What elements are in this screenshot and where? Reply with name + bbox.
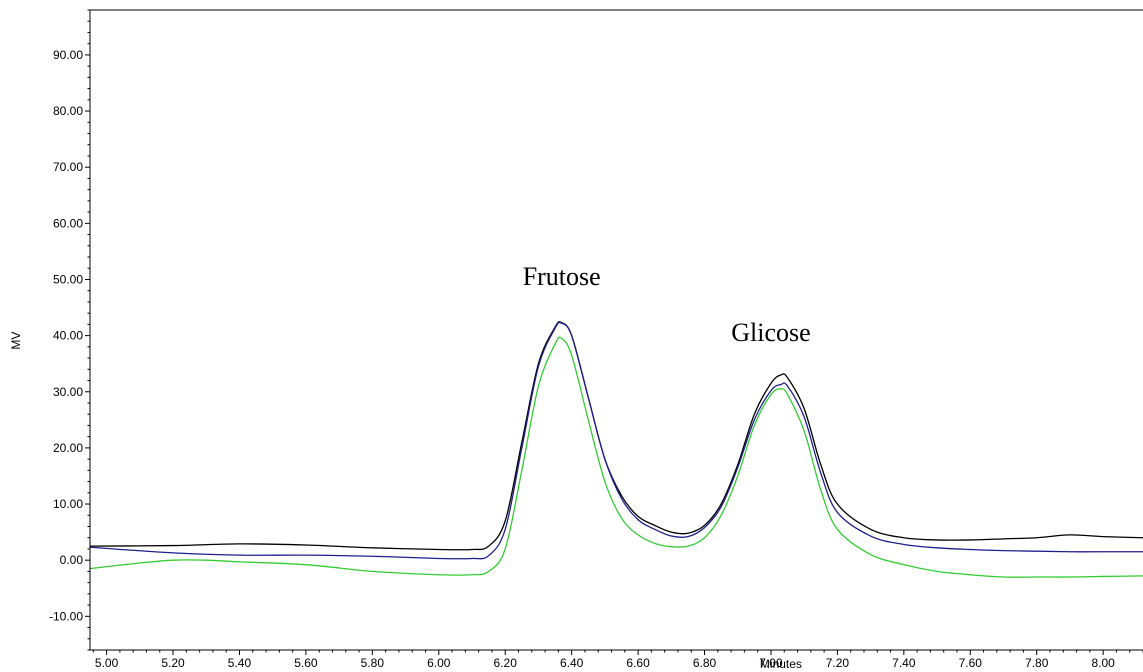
x-tick-label: 7.20 [826,656,850,670]
y-axis-title: MV [9,332,23,350]
peak-annotation: Glicose [731,318,810,347]
axes-layer [89,9,1143,651]
x-tick-label: 7.40 [892,656,916,670]
x-tick-label: 5.20 [161,656,185,670]
annotation-layer: Frutose Glicose [523,262,811,347]
y-tick-label: 40.00 [53,329,83,343]
series-layer [89,321,1143,578]
y-tick-label: 50.00 [53,272,83,286]
x-tick-label: 8.00 [1091,656,1115,670]
x-tick-label: 5.40 [228,656,252,670]
y-tick-label: 0.00 [60,553,84,567]
y-tick-label: 60.00 [53,216,83,230]
y-tick-label: 90.00 [53,48,83,62]
x-tick-label: 5.60 [294,656,318,670]
y-tick-label: 30.00 [53,385,83,399]
x-tick-label: 7.60 [959,656,983,670]
y-tick-label: 10.00 [53,497,83,511]
series-line-3 [89,336,1143,578]
x-tick-label: 6.80 [693,656,717,670]
x-tick-label: 6.00 [427,656,451,670]
x-axis-title: Minutes [760,657,802,671]
x-tick-label: 7.80 [1025,656,1049,670]
x-tick-label: 5.00 [95,656,119,670]
y-tick-label: 80.00 [53,104,83,118]
peak-annotation: Frutose [523,262,601,291]
y-tick-label: 20.00 [53,441,83,455]
x-tick-label: 6.60 [626,656,650,670]
x-tick-label: 5.80 [361,656,385,670]
y-tick-label: 70.00 [53,160,83,174]
series-line-2 [89,321,1143,560]
series-line-1 [89,321,1143,551]
x-tick-label: 6.20 [494,656,518,670]
x-tick-label: 6.40 [560,656,584,670]
ticks-layer: -10.00 0.00 10.00 20.00 30.00 40.00 50.00 60.00… [49,9,1143,670]
y-tick-label: -10.00 [49,609,83,623]
x-tick-label: 7.00 [759,656,783,670]
